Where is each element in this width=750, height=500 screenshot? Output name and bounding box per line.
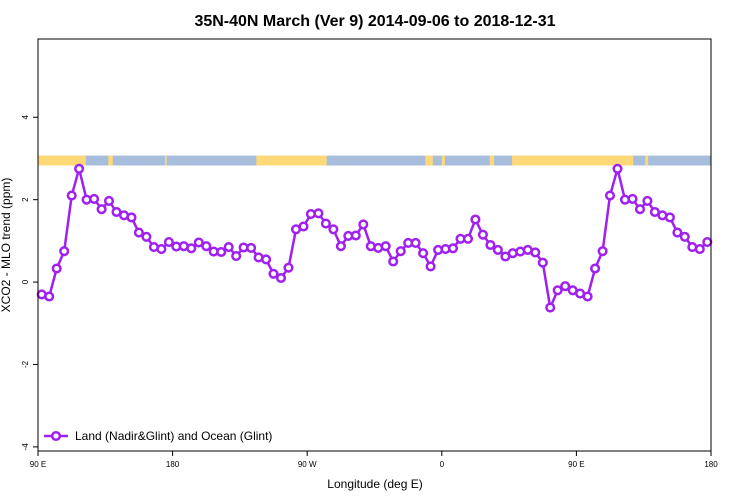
data-point bbox=[447, 243, 459, 254]
series-group bbox=[36, 163, 713, 313]
data-point bbox=[223, 242, 234, 253]
y-tick-label: 0 bbox=[21, 279, 30, 284]
data-point bbox=[485, 239, 496, 251]
data-point bbox=[268, 268, 279, 279]
x-axis: 90 E 180 90 W 0 90 E 180 bbox=[30, 451, 718, 469]
x-tick-label: 90 E bbox=[30, 460, 46, 469]
land-band-segment bbox=[108, 155, 113, 166]
series-line bbox=[41, 167, 709, 309]
x-tick-label: 90 W bbox=[298, 460, 317, 469]
data-point bbox=[462, 233, 474, 244]
x-tick-label: 180 bbox=[704, 460, 718, 469]
data-point bbox=[492, 244, 503, 255]
data-point bbox=[358, 219, 369, 230]
land-band-segment bbox=[165, 155, 167, 166]
data-point bbox=[328, 224, 339, 235]
data-point bbox=[246, 242, 257, 253]
plot-frame bbox=[37, 38, 712, 452]
data-point bbox=[410, 237, 421, 248]
data-point bbox=[545, 302, 556, 313]
y-axis-label: XCO2 - MLO trend (ppm) bbox=[0, 178, 13, 313]
data-point bbox=[395, 246, 406, 257]
legend-label: Land (Nadir&Glint) and Ocean (Glint) bbox=[75, 429, 272, 443]
y-tick-label: -4 bbox=[21, 443, 30, 451]
land-band-segment bbox=[441, 155, 445, 166]
data-point bbox=[163, 237, 174, 248]
data-point bbox=[560, 281, 571, 292]
data-point bbox=[702, 237, 713, 248]
data-point bbox=[89, 193, 100, 204]
data-point bbox=[642, 195, 653, 206]
data-point bbox=[298, 221, 309, 232]
data-point bbox=[627, 193, 638, 204]
x-tick-label: 0 bbox=[440, 460, 445, 469]
data-point bbox=[612, 163, 623, 174]
data-point bbox=[59, 246, 70, 257]
land-ocean-bar bbox=[38, 155, 711, 166]
land-band-segment bbox=[256, 155, 327, 166]
data-point bbox=[231, 251, 242, 262]
data-point bbox=[380, 241, 391, 252]
land-band-segment bbox=[512, 155, 634, 166]
x-tick-label: 90 E bbox=[568, 460, 584, 469]
data-point bbox=[477, 229, 488, 240]
land-band-segment bbox=[645, 155, 649, 166]
data-point bbox=[320, 218, 331, 229]
x-axis-label: Longitude (deg E) bbox=[327, 477, 422, 491]
ocean-band bbox=[38, 155, 711, 166]
data-point bbox=[664, 212, 675, 223]
x-tick-label: 180 bbox=[166, 460, 180, 469]
data-point bbox=[335, 241, 346, 252]
data-point bbox=[425, 261, 436, 272]
data-point bbox=[418, 248, 429, 259]
data-point bbox=[126, 212, 137, 223]
data-point bbox=[597, 246, 608, 257]
data-point bbox=[582, 291, 593, 302]
data-point bbox=[103, 195, 115, 206]
chart-title: 35N-40N March (Ver 9) 2014-09-06 to 2018… bbox=[194, 13, 555, 30]
land-band-segment bbox=[489, 155, 495, 166]
data-point bbox=[74, 163, 85, 174]
data-point bbox=[44, 291, 55, 302]
data-point bbox=[133, 227, 144, 238]
data-point bbox=[66, 190, 77, 201]
data-point bbox=[694, 244, 705, 255]
data-point bbox=[470, 214, 481, 225]
data-point bbox=[275, 272, 287, 284]
data-point bbox=[216, 246, 227, 258]
data-point bbox=[537, 257, 548, 268]
data-point bbox=[388, 256, 399, 267]
data-point bbox=[530, 247, 541, 258]
data-point bbox=[156, 244, 167, 255]
land-band-segment bbox=[425, 155, 433, 166]
legend: Land (Nadir&Glint) and Ocean (Glint) bbox=[44, 429, 272, 443]
data-point bbox=[552, 285, 563, 296]
data-point bbox=[186, 243, 197, 254]
data-point bbox=[201, 241, 212, 252]
data-point bbox=[634, 204, 646, 215]
data-point bbox=[672, 227, 683, 238]
y-tick-label: 2 bbox=[21, 197, 30, 202]
legend-marker bbox=[50, 430, 62, 442]
data-point bbox=[141, 231, 152, 242]
data-point bbox=[350, 230, 361, 241]
land-band-segment bbox=[38, 155, 86, 166]
data-point bbox=[193, 237, 204, 248]
y-tick-label: 4 bbox=[21, 115, 30, 120]
data-point bbox=[590, 263, 601, 274]
data-point bbox=[604, 190, 616, 201]
data-point bbox=[261, 254, 272, 265]
y-tick-label: -2 bbox=[21, 360, 30, 368]
data-point bbox=[313, 208, 324, 219]
y-axis: -4 -2 0 2 4 bbox=[21, 115, 38, 451]
data-point bbox=[96, 204, 107, 215]
data-point bbox=[679, 231, 690, 242]
data-point bbox=[51, 263, 62, 274]
data-point bbox=[283, 262, 294, 273]
